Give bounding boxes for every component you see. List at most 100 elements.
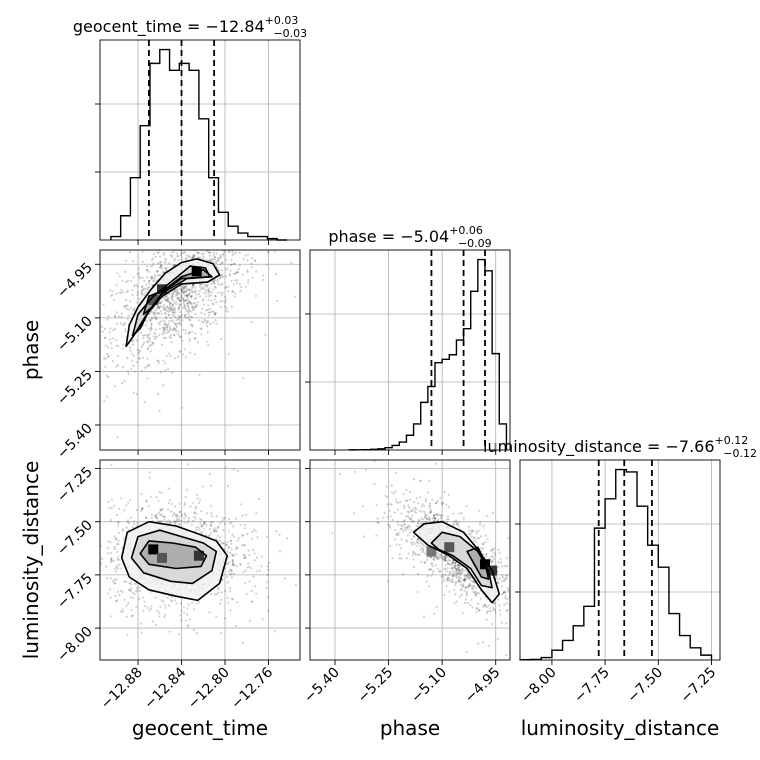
ldist-vs-geocent-point	[205, 524, 208, 527]
ldist-vs-phase-point	[418, 479, 421, 482]
ldist-vs-geocent-point	[201, 524, 204, 527]
phase-vs-geocent-point	[207, 343, 210, 346]
phase-vs-geocent-point	[182, 302, 185, 305]
phase-vs-geocent-point	[182, 306, 185, 309]
ldist-vs-geocent-point	[219, 539, 222, 542]
phase-vs-geocent-point	[176, 355, 180, 359]
phase-vs-geocent-point	[175, 293, 178, 296]
phase-vs-geocent-point	[224, 286, 227, 289]
phase-vs-geocent-point	[171, 308, 174, 311]
ldist-vs-phase-point	[433, 517, 436, 520]
phase-vs-geocent-point	[183, 286, 186, 290]
ldist-vs-geocent-point	[193, 608, 196, 611]
phase-vs-geocent-point	[226, 267, 229, 270]
phase-vs-geocent-point	[228, 250, 231, 254]
ldist-vs-geocent-point	[164, 606, 167, 610]
phase-vs-geocent-point	[208, 290, 211, 294]
phase-vs-geocent-point	[200, 252, 203, 256]
ldist-vs-phase-point	[386, 579, 389, 583]
phase-vs-geocent-point	[124, 304, 128, 307]
phase-hist-frame	[309, 249, 511, 451]
phase-vs-geocent-point	[173, 257, 176, 260]
phase-vs-geocent-point	[179, 321, 182, 324]
ldist-vs-phase-point	[442, 557, 445, 560]
ldist-vs-phase-point	[388, 524, 392, 527]
phase-vs-geocent-point	[146, 288, 150, 291]
ldist-vs-geocent-point	[147, 505, 150, 508]
phase-vs-geocent-point	[132, 354, 136, 357]
ldist-vs-geocent-point	[232, 554, 235, 557]
phase-vs-geocent-point	[231, 290, 234, 293]
ldist-vs-geocent-point	[250, 567, 253, 570]
phase-vs-geocent-point	[190, 288, 193, 292]
phase-vs-geocent-point	[195, 305, 198, 308]
ldist-vs-phase-point	[415, 511, 418, 514]
phase-vs-geocent-point	[170, 319, 173, 322]
ldist-vs-geocent-point	[123, 580, 126, 583]
phase-vs-geocent-point	[193, 254, 196, 257]
phase-vs-geocent-point	[171, 310, 174, 313]
ldist-vs-geocent-point	[229, 539, 232, 542]
ldist-vs-phase-point	[430, 510, 433, 513]
ldist-vs-geocent-point	[252, 528, 255, 532]
phase-vs-geocent-point	[173, 306, 176, 309]
phase-vs-geocent-point	[213, 280, 216, 283]
phase-vs-geocent-point	[223, 301, 227, 304]
phase-vs-geocent-point	[136, 349, 139, 352]
phase-vs-geocent-point	[175, 252, 178, 255]
ldist-vs-phase-point	[467, 572, 470, 575]
ldist-vs-phase-point	[458, 573, 461, 576]
phase-vs-geocent-point	[116, 436, 119, 439]
phase-vs-geocent-point	[219, 291, 222, 294]
phase-vs-geocent-point	[180, 254, 183, 257]
phase-vs-geocent-point	[154, 315, 157, 318]
ldist-vs-phase-point	[442, 576, 445, 579]
ldist-vs-phase-point	[496, 520, 499, 524]
ldist-vs-phase-point	[487, 609, 490, 613]
ldist-vs-phase-point	[412, 508, 415, 511]
phase-vs-geocent-point	[182, 298, 185, 301]
ldist-vs-phase-point	[422, 545, 425, 548]
phase-vs-geocent-point	[140, 369, 144, 372]
ldist-vs-phase-point	[416, 573, 419, 576]
ldist-vs-phase-point	[425, 517, 428, 520]
ldist-vs-geocent-point	[159, 509, 162, 512]
phase-vs-geocent-point	[152, 253, 155, 256]
phase-vs-geocent-point	[168, 303, 172, 306]
ldist-vs-phase-point	[440, 501, 443, 504]
ldist-vs-geocent-point	[109, 541, 112, 544]
phase-vs-geocent-point	[101, 325, 104, 328]
phase-vs-geocent-point	[162, 331, 165, 334]
ldist-vs-phase-point	[408, 498, 412, 501]
ldist-vs-geocent-point	[226, 562, 230, 566]
ldist-vs-phase-point	[436, 500, 439, 503]
ldist-vs-phase-point	[439, 496, 442, 499]
ldist-vs-phase-point	[490, 555, 493, 558]
ldist-vs-phase-point	[458, 572, 461, 575]
ldist-vs-phase-point	[494, 553, 497, 556]
phase-vs-geocent-point	[142, 289, 145, 292]
ldist-vs-phase-point	[477, 509, 481, 512]
ldist-vs-phase-point	[461, 568, 464, 571]
ldist-vs-phase-point	[383, 511, 386, 514]
phase-vs-geocent-point	[179, 299, 182, 302]
ldist-vs-phase-point	[491, 548, 494, 551]
ldist-vs-geocent-point	[130, 608, 133, 612]
phase-vs-geocent-point	[193, 337, 196, 340]
phase-vs-geocent-point	[167, 298, 170, 301]
phase-vs-geocent-point	[157, 392, 160, 395]
phase-vs-geocent-point	[187, 307, 190, 310]
ldist-vs-geocent-point	[160, 599, 163, 602]
ldist-vs-phase-point	[407, 516, 410, 519]
phase-vs-geocent-point	[198, 289, 201, 292]
ldist-vs-phase-point	[385, 495, 388, 499]
phase-vs-geocent-point	[183, 304, 186, 307]
phase-vs-geocent-point	[193, 306, 196, 309]
ldist-vs-phase-point	[441, 555, 445, 559]
ldist-vs-phase-point	[424, 516, 427, 519]
phase-vs-geocent-point	[207, 289, 210, 292]
phase-vs-geocent-point	[149, 344, 152, 347]
ldist-vs-geocent-point	[239, 563, 242, 566]
ldist-vs-geocent-point	[241, 533, 244, 537]
ldist-vs-phase-point	[399, 547, 402, 550]
